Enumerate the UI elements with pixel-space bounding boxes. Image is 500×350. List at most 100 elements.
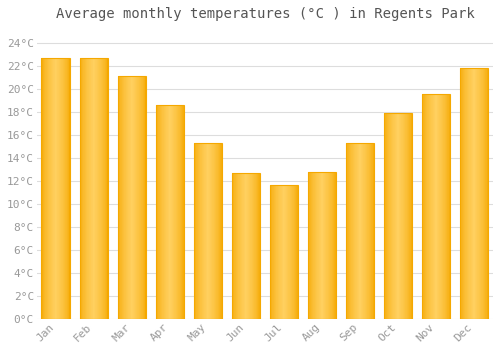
Bar (56, 58, 57, 319)
Bar (62, 58, 63, 319)
Bar (328, 172, 329, 319)
Bar (55, 58, 56, 319)
Bar (156, 105, 184, 319)
Bar (91, 58, 92, 319)
Bar (275, 185, 276, 319)
Bar (286, 185, 287, 319)
Bar (308, 172, 309, 319)
Bar (362, 143, 363, 319)
Bar (130, 76, 131, 319)
Bar (329, 172, 330, 319)
Bar (43, 58, 44, 319)
Bar (466, 68, 467, 319)
Bar (319, 172, 320, 319)
Bar (50, 58, 51, 319)
Bar (348, 143, 349, 319)
Bar (386, 113, 387, 319)
Bar (138, 76, 139, 319)
Bar (105, 58, 106, 319)
Bar (427, 94, 428, 319)
Bar (461, 68, 462, 319)
Bar (288, 185, 289, 319)
Bar (95, 58, 96, 319)
Bar (276, 185, 277, 319)
Bar (384, 113, 412, 319)
Bar (183, 105, 184, 319)
Bar (394, 113, 395, 319)
Bar (349, 143, 350, 319)
Bar (209, 143, 210, 319)
Bar (104, 58, 105, 319)
Bar (462, 68, 463, 319)
Bar (357, 143, 358, 319)
Bar (59, 58, 60, 319)
Bar (179, 105, 180, 319)
Bar (205, 143, 206, 319)
Bar (483, 68, 484, 319)
Bar (367, 143, 368, 319)
Bar (214, 143, 216, 319)
Bar (248, 173, 250, 319)
Bar (361, 143, 362, 319)
Bar (272, 185, 273, 319)
Bar (400, 113, 401, 319)
Bar (335, 172, 336, 319)
Bar (80, 58, 108, 319)
Bar (233, 173, 234, 319)
Bar (254, 173, 255, 319)
Bar (240, 173, 242, 319)
Bar (143, 76, 144, 319)
Bar (364, 143, 365, 319)
Bar (323, 172, 324, 319)
Bar (67, 58, 68, 319)
Bar (271, 185, 272, 319)
Bar (482, 68, 483, 319)
Bar (296, 185, 297, 319)
Bar (350, 143, 351, 319)
Bar (201, 143, 202, 319)
Bar (63, 58, 64, 319)
Bar (423, 94, 424, 319)
Bar (243, 173, 244, 319)
Bar (169, 105, 170, 319)
Bar (102, 58, 103, 319)
Bar (141, 76, 142, 319)
Bar (397, 113, 398, 319)
Bar (369, 143, 370, 319)
Bar (87, 58, 88, 319)
Bar (391, 113, 392, 319)
Bar (145, 76, 146, 319)
Bar (46, 58, 47, 319)
Bar (103, 58, 104, 319)
Bar (432, 94, 433, 319)
Bar (407, 113, 408, 319)
Bar (167, 105, 168, 319)
Bar (158, 105, 159, 319)
Bar (196, 143, 197, 319)
Bar (97, 58, 98, 319)
Bar (168, 105, 169, 319)
Bar (431, 94, 432, 319)
Bar (173, 105, 174, 319)
Bar (314, 172, 315, 319)
Bar (118, 76, 146, 319)
Bar (206, 143, 208, 319)
Bar (124, 76, 125, 319)
Bar (353, 143, 354, 319)
Bar (42, 58, 70, 319)
Bar (221, 143, 222, 319)
Bar (443, 94, 444, 319)
Bar (408, 113, 409, 319)
Bar (333, 172, 334, 319)
Bar (94, 58, 95, 319)
Bar (395, 113, 396, 319)
Bar (84, 58, 85, 319)
Bar (279, 185, 280, 319)
Bar (65, 58, 66, 319)
Bar (388, 113, 389, 319)
Bar (137, 76, 138, 319)
Bar (81, 58, 82, 319)
Bar (347, 143, 348, 319)
Bar (330, 172, 331, 319)
Bar (389, 113, 390, 319)
